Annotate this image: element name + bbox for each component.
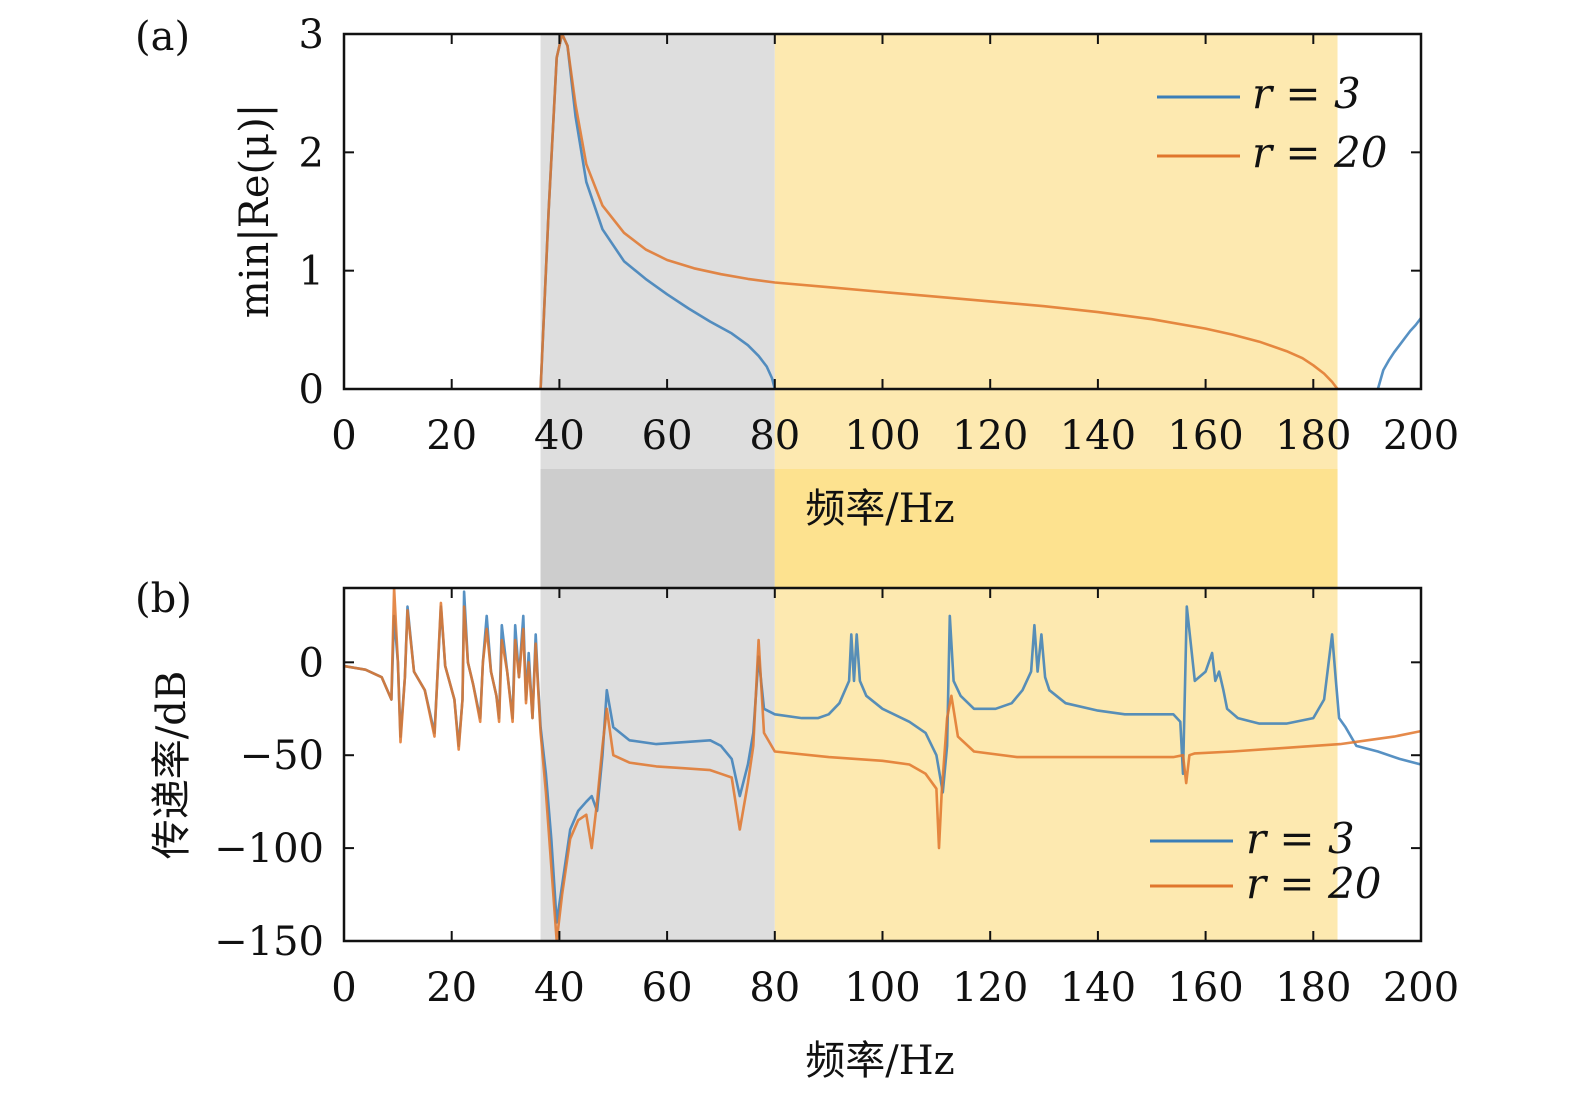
xtick-label-b-160: 160 <box>1167 965 1243 1011</box>
xtick-label-b-180: 180 <box>1275 965 1351 1011</box>
ytick-label-b-0: 0 <box>299 640 324 686</box>
panel-b-label: (b) <box>135 576 192 622</box>
xtick-label-a-100: 100 <box>844 413 920 459</box>
panel-b-legend: r = 3 r = 20 <box>1150 814 1381 908</box>
ytick-label-a-0: 0 <box>299 367 324 413</box>
panel-b-ticks: 0 20 40 60 80 100 120 140 160 180 200 0 −50 −100 −150 <box>214 588 1459 1011</box>
xtick-label-a-80: 80 <box>749 413 800 459</box>
panel-b-ylabel: 传递率/dB <box>149 671 195 859</box>
legend-a-label-r3: r = 3 <box>1252 69 1361 118</box>
series-a-r3-line-1 <box>1376 317 1421 389</box>
xtick-label-a-40: 40 <box>534 413 585 459</box>
panel-a-label: (a) <box>135 14 190 60</box>
panel-a-series <box>539 34 1421 389</box>
legend-b-label-r20: r = 20 <box>1246 859 1381 908</box>
xtick-label-a-180: 180 <box>1275 413 1351 459</box>
xtick-label-b-20: 20 <box>426 965 477 1011</box>
panel-b-xlabel: 频率/Hz <box>805 1038 954 1084</box>
xtick-label-b-120: 120 <box>952 965 1028 1011</box>
yellow-shaded-band-gap <box>774 469 1338 588</box>
panel-a-legend: r = 3 r = 20 <box>1157 69 1387 177</box>
panel-b: 0 20 40 60 80 100 120 140 160 180 2000−50−100−150 … <box>135 576 1459 1084</box>
xtick-label-a-20: 20 <box>426 413 477 459</box>
ytick-label-b--100: −100 <box>214 826 324 872</box>
xtick-label-a-60: 60 <box>642 413 693 459</box>
series-a-r20-line <box>539 34 1339 389</box>
xtick-label-a-120: 120 <box>952 413 1028 459</box>
legend-b-label-r3: r = 3 <box>1246 814 1355 863</box>
xtick-label-b-140: 140 <box>1060 965 1136 1011</box>
series-b-r20-line <box>344 588 1421 941</box>
xtick-label-b-0: 0 <box>331 965 356 1011</box>
panel-a-ylabel: min|Re(μ)| <box>232 104 278 318</box>
xtick-label-b-80: 80 <box>749 965 800 1011</box>
xtick-label-a-200: 200 <box>1383 413 1459 459</box>
panel-a: 0 20 40 60 80 100 120 140 160 180 200 0 1 2 3 (a) 频率/H… <box>135 12 1459 532</box>
xtick-label-b-200: 200 <box>1383 965 1459 1011</box>
ytick-label-b--150: −150 <box>214 919 324 965</box>
xtick-label-a-160: 160 <box>1167 413 1243 459</box>
xtick-label-a-0: 0 <box>331 413 356 459</box>
panel-a-xlabel: 频率/Hz <box>805 486 954 532</box>
ytick-label-a-3: 3 <box>299 12 324 58</box>
xtick-label-b-40: 40 <box>534 965 585 1011</box>
ytick-label-a-2: 2 <box>299 130 324 176</box>
gray-shaded-band-gap <box>540 469 775 588</box>
legend-a-label-r20: r = 20 <box>1252 128 1387 177</box>
xtick-label-b-100: 100 <box>844 965 920 1011</box>
panel-a-ticks: 0 20 40 60 80 100 120 140 160 180 200 0 1 2 3 <box>299 12 1460 459</box>
ytick-label-b--50: −50 <box>240 733 324 779</box>
series-a-r3-line-0 <box>539 34 777 389</box>
panel-b-series <box>344 588 1421 941</box>
xtick-label-a-140: 140 <box>1060 413 1136 459</box>
xtick-label-b-60: 60 <box>642 965 693 1011</box>
ytick-label-a-1: 1 <box>299 249 324 295</box>
